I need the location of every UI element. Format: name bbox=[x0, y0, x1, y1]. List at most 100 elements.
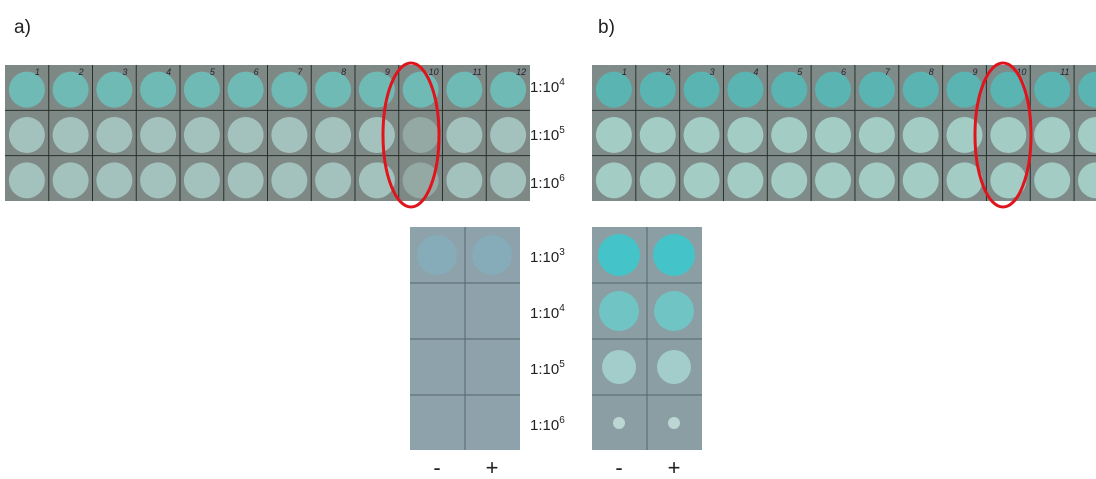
spot bbox=[771, 72, 807, 108]
page: a) b) 1234567891011121234567891011121:10… bbox=[0, 0, 1096, 479]
column-number: 4 bbox=[166, 67, 171, 77]
dilution-label: 1:104 bbox=[530, 77, 565, 96]
spot bbox=[653, 234, 695, 276]
spot bbox=[596, 162, 632, 198]
column-number: 12 bbox=[516, 67, 526, 77]
spot bbox=[184, 117, 220, 153]
spot bbox=[684, 117, 720, 153]
column-number: 6 bbox=[841, 67, 846, 77]
spot bbox=[184, 72, 220, 108]
spot bbox=[53, 162, 89, 198]
spot bbox=[668, 417, 680, 429]
spot bbox=[490, 72, 526, 108]
spot bbox=[815, 162, 851, 198]
spot bbox=[140, 162, 176, 198]
spot bbox=[490, 162, 526, 198]
dilution-exponent: 3 bbox=[559, 247, 565, 258]
spot bbox=[315, 162, 351, 198]
spot bbox=[815, 117, 851, 153]
lane-label: + bbox=[486, 455, 499, 479]
spot bbox=[271, 162, 307, 198]
spot bbox=[684, 72, 720, 108]
spot bbox=[271, 72, 307, 108]
column-number: 8 bbox=[929, 67, 934, 77]
spot bbox=[53, 72, 89, 108]
spot bbox=[990, 117, 1026, 153]
spot bbox=[903, 72, 939, 108]
column-number: 8 bbox=[341, 67, 346, 77]
column-number: 6 bbox=[254, 67, 259, 77]
spot bbox=[140, 72, 176, 108]
lane-label: + bbox=[668, 455, 681, 479]
spot bbox=[727, 72, 763, 108]
spot bbox=[96, 72, 132, 108]
spot bbox=[903, 162, 939, 198]
dilution-label: 1:104 bbox=[530, 303, 565, 322]
spot bbox=[684, 162, 720, 198]
dilution-label: 1:105 bbox=[530, 125, 565, 144]
spot bbox=[315, 72, 351, 108]
dilution-exponent: 5 bbox=[559, 125, 565, 136]
spot bbox=[184, 162, 220, 198]
column-number: 11 bbox=[1060, 67, 1069, 77]
spot bbox=[640, 162, 676, 198]
spot bbox=[446, 72, 482, 108]
spot bbox=[315, 117, 351, 153]
spot bbox=[1034, 117, 1070, 153]
column-number: 10 bbox=[429, 67, 439, 77]
dilution-label: 1:105 bbox=[530, 359, 565, 378]
spot bbox=[228, 117, 264, 153]
column-number: 9 bbox=[973, 67, 978, 77]
dilution-base: 1:10 bbox=[530, 79, 559, 96]
dilution-exponent: 6 bbox=[559, 415, 565, 426]
dilution-base: 1:10 bbox=[530, 127, 559, 144]
spot bbox=[613, 417, 625, 429]
dilution-label: 1:106 bbox=[530, 173, 565, 192]
spot bbox=[96, 117, 132, 153]
spot bbox=[771, 162, 807, 198]
lane-label: - bbox=[615, 455, 622, 479]
spot bbox=[640, 117, 676, 153]
spot bbox=[271, 117, 307, 153]
dilution-exponent: 5 bbox=[559, 359, 565, 370]
spot bbox=[598, 234, 640, 276]
spot bbox=[657, 350, 691, 384]
spot bbox=[140, 117, 176, 153]
dilution-base: 1:10 bbox=[530, 417, 559, 434]
spot bbox=[815, 72, 851, 108]
spot bbox=[9, 117, 45, 153]
spot bbox=[602, 350, 636, 384]
spot bbox=[859, 117, 895, 153]
dilution-exponent: 4 bbox=[559, 77, 565, 88]
spot bbox=[9, 162, 45, 198]
column-number: 2 bbox=[78, 67, 84, 77]
dilution-exponent: 6 bbox=[559, 173, 565, 184]
spot bbox=[472, 235, 512, 275]
dilution-base: 1:10 bbox=[530, 361, 559, 378]
spot bbox=[599, 291, 639, 331]
lane-label: - bbox=[433, 455, 440, 479]
figure: a) b) 1234567891011121234567891011121:10… bbox=[0, 0, 1096, 479]
spot bbox=[228, 162, 264, 198]
dilution-base: 1:10 bbox=[530, 175, 559, 192]
spot bbox=[490, 117, 526, 153]
column-number: 3 bbox=[122, 67, 127, 77]
spot bbox=[359, 117, 395, 153]
spot bbox=[53, 117, 89, 153]
column-number: 1 bbox=[622, 67, 627, 77]
column-number: 9 bbox=[385, 67, 390, 77]
spot bbox=[596, 72, 632, 108]
dilution-label: 1:106 bbox=[530, 415, 565, 434]
spot bbox=[1034, 72, 1070, 108]
spot bbox=[403, 117, 439, 153]
spot bbox=[771, 117, 807, 153]
spot bbox=[9, 72, 45, 108]
spot bbox=[96, 162, 132, 198]
spot bbox=[446, 162, 482, 198]
panel-label: a) bbox=[14, 17, 31, 38]
dilution-base: 1:10 bbox=[530, 305, 559, 322]
spot bbox=[727, 117, 763, 153]
spot bbox=[446, 117, 482, 153]
column-number: 1 bbox=[35, 67, 40, 77]
column-number: 4 bbox=[753, 67, 758, 77]
